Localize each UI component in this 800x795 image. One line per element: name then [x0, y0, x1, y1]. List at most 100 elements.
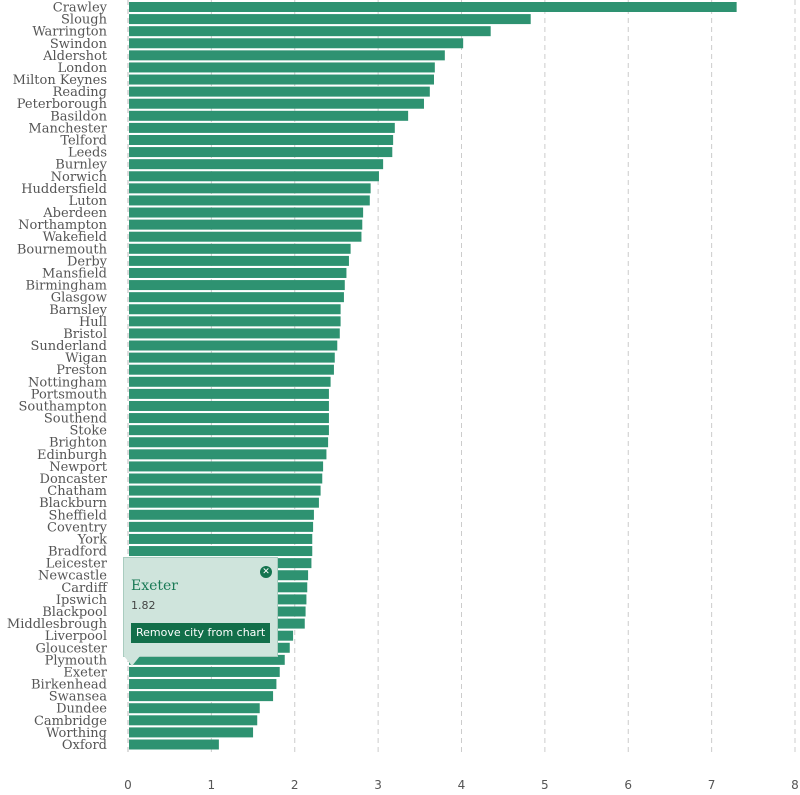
- bar[interactable]: [129, 147, 393, 158]
- category-label: Luton: [69, 194, 108, 209]
- bar[interactable]: [129, 715, 258, 726]
- bar[interactable]: [129, 449, 327, 460]
- category-label: Hull: [79, 315, 107, 330]
- bar[interactable]: [129, 26, 491, 37]
- bar[interactable]: [129, 654, 285, 665]
- bar[interactable]: [129, 255, 349, 266]
- bar[interactable]: [129, 183, 371, 194]
- bar[interactable]: [129, 267, 347, 278]
- bar[interactable]: [129, 231, 362, 242]
- bar[interactable]: [129, 328, 340, 339]
- category-label: Newport: [49, 460, 108, 475]
- bar[interactable]: [129, 219, 363, 230]
- bar[interactable]: [129, 280, 345, 291]
- bar[interactable]: [129, 86, 430, 97]
- bar[interactable]: [129, 509, 314, 520]
- bar[interactable]: [129, 110, 409, 121]
- x-tick-label: 5: [541, 778, 549, 792]
- bar[interactable]: [129, 38, 464, 49]
- bar[interactable]: [129, 50, 445, 61]
- bar[interactable]: [129, 364, 334, 375]
- category-label: Aberdeen: [42, 206, 107, 221]
- category-label: Telford: [60, 133, 107, 148]
- bar[interactable]: [129, 413, 329, 424]
- x-tick-label: 0: [124, 778, 132, 792]
- category-label: Coventry: [47, 520, 108, 535]
- category-label: Cardiff: [61, 581, 108, 596]
- category-label: Southend: [44, 412, 107, 427]
- x-axis-ticks: 0 1 2 3 4 5 6 7 8: [124, 778, 799, 792]
- bar[interactable]: [129, 533, 313, 544]
- bar[interactable]: [129, 243, 351, 254]
- bar[interactable]: [129, 727, 254, 738]
- category-label: Bournemouth: [17, 242, 108, 257]
- bar[interactable]: [129, 14, 531, 25]
- bar[interactable]: [129, 473, 323, 484]
- category-label: Plymouth: [45, 653, 108, 668]
- bar[interactable]: [129, 74, 434, 85]
- bar[interactable]: [129, 425, 329, 436]
- bar[interactable]: [129, 171, 379, 182]
- x-tick-label: 6: [624, 778, 632, 792]
- bar[interactable]: [129, 195, 370, 206]
- bar[interactable]: [129, 316, 341, 327]
- bar[interactable]: [129, 546, 313, 557]
- category-labels: CrawleySloughWarringtonSwindonAldershotL…: [7, 1, 109, 753]
- category-label: Edinburgh: [37, 448, 108, 463]
- category-label: York: [77, 532, 107, 547]
- bar[interactable]: [129, 679, 277, 690]
- bar[interactable]: [129, 292, 344, 303]
- bar[interactable]: [129, 62, 435, 73]
- category-label: Mansfield: [42, 266, 107, 281]
- category-label: Sheffield: [48, 508, 107, 523]
- category-label: Huddersfield: [21, 182, 107, 197]
- bar[interactable]: [129, 388, 329, 399]
- x-tick-label: 8: [791, 778, 799, 792]
- category-label: Gloucester: [35, 641, 107, 656]
- category-label: Peterborough: [17, 97, 108, 112]
- category-label: Liverpool: [45, 629, 107, 644]
- category-label: Wakefield: [43, 230, 107, 245]
- category-label: Bristol: [63, 327, 107, 342]
- bar[interactable]: [129, 666, 280, 677]
- category-label: Basildon: [50, 109, 107, 124]
- bar[interactable]: [129, 485, 321, 496]
- category-label: Sunderland: [31, 339, 107, 354]
- bar[interactable]: [129, 400, 329, 411]
- category-label: Preston: [56, 363, 107, 378]
- category-label: Northampton: [18, 218, 107, 233]
- category-label: Crawley: [53, 1, 108, 16]
- bar[interactable]: [129, 340, 338, 351]
- city-tooltip: ✕ Exeter 1.82 Remove city from chart: [123, 557, 278, 657]
- category-label: Wigan: [65, 351, 107, 366]
- bar[interactable]: [129, 122, 395, 133]
- bar[interactable]: [129, 703, 260, 714]
- category-label: Barnsley: [49, 303, 107, 318]
- category-label: Glasgow: [51, 291, 107, 306]
- bar[interactable]: [129, 159, 384, 170]
- bar[interactable]: [129, 739, 219, 750]
- category-label: Swansea: [49, 690, 108, 705]
- bar[interactable]: [129, 134, 394, 145]
- bar[interactable]: [129, 521, 314, 532]
- bar[interactable]: [129, 207, 364, 218]
- bar[interactable]: [129, 691, 274, 702]
- close-icon[interactable]: ✕: [260, 566, 272, 578]
- bar[interactable]: [129, 352, 335, 363]
- bar[interactable]: [129, 2, 737, 12]
- bar[interactable]: [129, 461, 324, 472]
- bar[interactable]: [129, 376, 331, 387]
- remove-city-button[interactable]: Remove city from chart: [131, 623, 271, 643]
- category-label: Oxford: [62, 738, 107, 753]
- bar[interactable]: [129, 304, 341, 315]
- category-label: Ipswich: [56, 593, 108, 608]
- bar[interactable]: [129, 437, 329, 448]
- category-label: Brighton: [49, 436, 108, 451]
- tooltip-city-value: 1.82: [131, 599, 156, 612]
- category-label: Norwich: [51, 170, 108, 185]
- bar[interactable]: [129, 497, 319, 508]
- category-label: Newcastle: [38, 569, 107, 584]
- category-label: Exeter: [63, 665, 107, 680]
- bar[interactable]: [129, 98, 424, 109]
- category-label: Chatham: [47, 484, 107, 499]
